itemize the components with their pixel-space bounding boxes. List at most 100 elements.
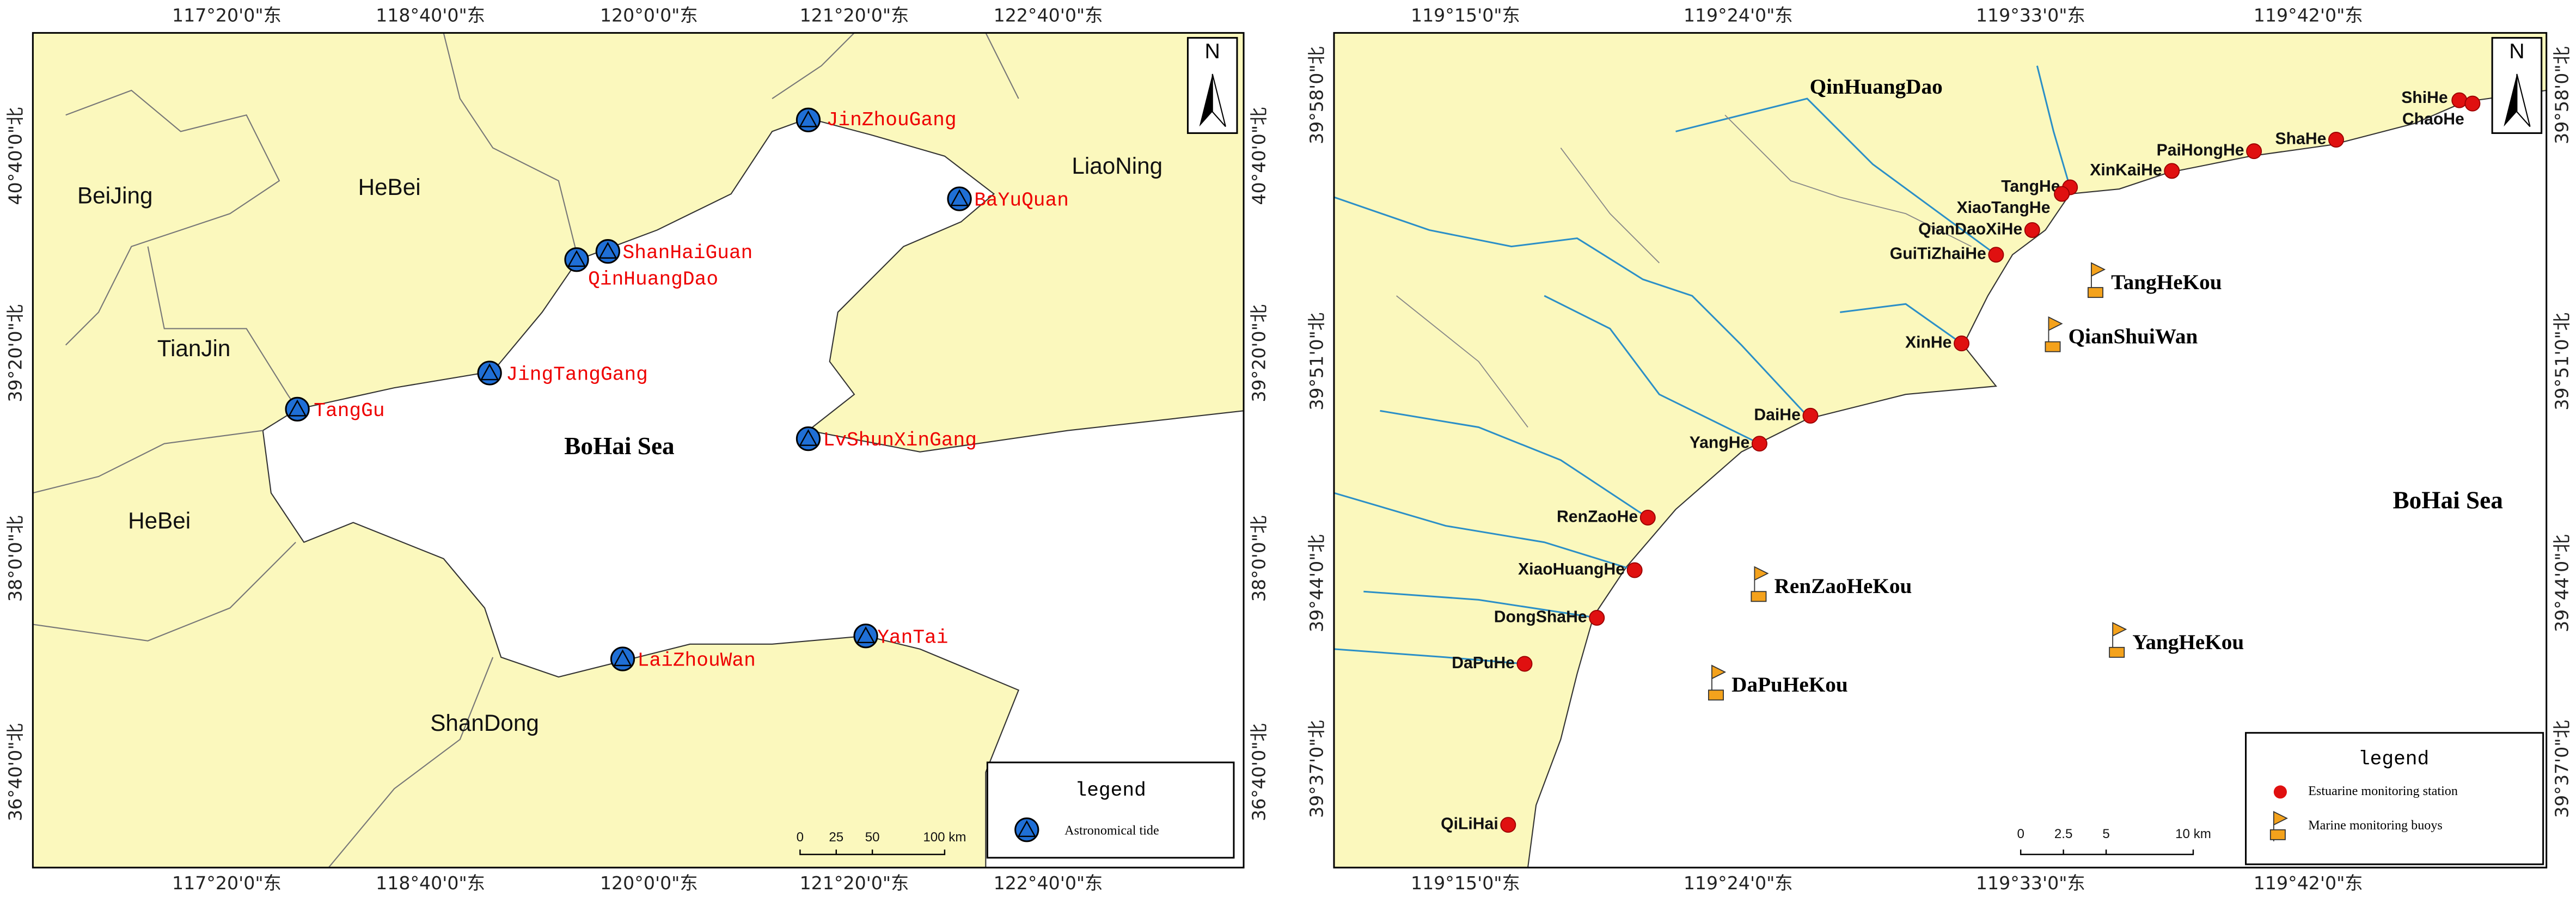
lat-label: 40°40'0"北 xyxy=(1249,107,1270,205)
station-marker xyxy=(799,429,818,446)
scale-bar xyxy=(2020,849,2194,856)
buoy-label: DaPuHeKou xyxy=(1731,673,1848,697)
estuarine-label: PaiHongHe xyxy=(2157,142,2244,160)
station-label: JinZhouGang xyxy=(827,109,957,131)
estuarine-label: ShiHe xyxy=(2401,89,2447,107)
legend-title: legend xyxy=(2358,748,2429,771)
scale-label: 5 xyxy=(2102,827,2109,841)
lat-label: 39°44'0"北 xyxy=(1306,534,1327,632)
lon-label: 117°20'0"东 xyxy=(172,872,282,894)
estuarine-station xyxy=(2246,143,2262,160)
legend-title: legend xyxy=(1075,779,1146,802)
lon-label: 121°20'0"东 xyxy=(800,872,909,894)
estuarine-station xyxy=(1626,562,1643,578)
sea-label: BoHai Sea xyxy=(564,432,674,460)
legend-symbol xyxy=(2273,785,2287,799)
scale-label: 50 xyxy=(865,830,880,845)
lat-label: 39°37'0"北 xyxy=(1306,720,1327,818)
scale-label: 2.5 xyxy=(2054,827,2073,841)
lat-label: 39°58'0"北 xyxy=(2551,46,2572,144)
buoy-base xyxy=(1751,591,1767,602)
lat-label: 39°20'0"北 xyxy=(5,304,26,402)
estuarine-label: QiLiHai xyxy=(1441,815,1498,833)
legend-item: Astronomical tide xyxy=(1064,823,1159,838)
estuarine-label: ShaHe xyxy=(2275,130,2327,148)
lat-label: 39°51'0"北 xyxy=(2551,313,2572,411)
buoy-base xyxy=(2045,341,2061,352)
lon-label: 119°33'0"东 xyxy=(1976,872,2085,894)
estuarine-station xyxy=(2024,222,2040,238)
north-arrow xyxy=(1211,74,1226,127)
legend-symbol xyxy=(2273,811,2288,841)
frame xyxy=(32,32,1245,869)
buoy-label: YangHeKou xyxy=(2132,631,2244,654)
station-marker xyxy=(856,626,876,643)
station-label: LaiZhouWan xyxy=(638,650,756,672)
frame xyxy=(1333,32,2548,869)
station-marker xyxy=(567,250,586,267)
estuarine-station xyxy=(1516,656,1533,672)
buoy-base xyxy=(2087,287,2103,298)
legend-box xyxy=(986,761,1235,859)
sea xyxy=(262,118,1245,869)
lat-label: 36°40'0"北 xyxy=(1249,723,1270,821)
estuarine-station xyxy=(2328,132,2344,148)
scale-label: 25 xyxy=(829,830,843,845)
north-label: N xyxy=(1205,39,1220,63)
legend-item: Estuarine monitoring station xyxy=(2308,784,2458,798)
lon-label: 120°0'0"东 xyxy=(600,872,698,894)
lon-label: 119°33'0"东 xyxy=(1976,5,2085,26)
buoy-base xyxy=(2109,646,2125,658)
region-label: LiaoNing xyxy=(1072,153,1162,179)
region-label: ShanDong xyxy=(430,710,539,736)
estuarine-station xyxy=(2464,95,2481,112)
estuarine-station xyxy=(1802,407,1819,424)
estuarine-label: XiaoHuangHe xyxy=(1518,560,1625,578)
buoy-base xyxy=(1708,689,1724,701)
station-marker xyxy=(480,363,499,381)
station-label: BaYuQuan xyxy=(974,190,1069,212)
lat-label: 36°40'0"北 xyxy=(5,723,26,821)
legend-item: Marine monitoring buoys xyxy=(2308,818,2443,833)
lon-label: 122°40'0"东 xyxy=(994,872,1103,894)
legend-symbol xyxy=(2269,829,2286,840)
scale-label: 0 xyxy=(2017,827,2024,841)
lat-label: 38°0'0"北 xyxy=(5,516,26,602)
station-label: LvShunXinGang xyxy=(823,429,977,451)
lon-label: 119°15'0"东 xyxy=(1411,5,1520,26)
buoy-flag xyxy=(1754,566,1769,595)
lon-label: 118°40'0"东 xyxy=(376,5,485,26)
station-label: YanTai xyxy=(877,626,948,649)
river xyxy=(1333,65,2071,665)
lon-label: 119°15'0"东 xyxy=(1411,872,1520,894)
estuarine-station xyxy=(2054,186,2070,202)
region-label: HeBei xyxy=(128,508,191,534)
region-label: QinHuangDao xyxy=(1810,75,1943,99)
scale-bar xyxy=(799,849,946,856)
lat-label: 39°37'0"北 xyxy=(2551,720,2572,818)
station-marker xyxy=(613,649,632,667)
lon-label: 119°24'0"东 xyxy=(1684,5,1793,26)
north-arrow xyxy=(2516,74,2531,127)
scale-label: 0 xyxy=(797,830,804,845)
lat-label: 39°20'0"北 xyxy=(1249,304,1270,402)
lat-label: 40°40'0"北 xyxy=(5,107,26,205)
buoy-flag xyxy=(2048,316,2063,345)
buoy-flag xyxy=(1711,664,1727,694)
station-marker xyxy=(598,242,617,259)
estuarine-station xyxy=(1988,247,2004,263)
estuarine-label: YangHe xyxy=(1690,434,1750,452)
estuarine-label: DaiHe xyxy=(1754,406,1800,424)
estuarine-label: DaPuHe xyxy=(1452,654,1515,672)
boundary xyxy=(33,32,1019,868)
estuarine-label: XinKaiHe xyxy=(2090,161,2162,179)
lat-label: 39°58'0"北 xyxy=(1306,46,1327,144)
estuarine-label: QianDaoXiHe xyxy=(1918,220,2022,238)
boundary xyxy=(1396,114,1972,428)
buoy-label: TangHeKou xyxy=(2111,271,2222,294)
lon-label: 118°40'0"东 xyxy=(376,872,485,894)
station-label: TangGu xyxy=(314,400,384,422)
lon-label: 119°24'0"东 xyxy=(1684,872,1793,894)
estuarine-station xyxy=(1954,335,1970,352)
